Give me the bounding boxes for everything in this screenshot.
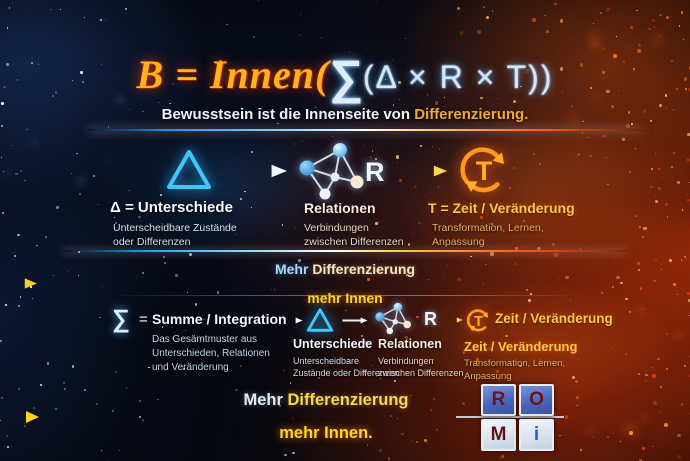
gradient-divider-top [88, 129, 644, 131]
relation-network-icon [375, 302, 411, 335]
triangle-delta-icon [167, 150, 211, 189]
formula-gold-part: B = Innen( [136, 52, 330, 97]
relation-letter: R [424, 309, 437, 329]
triangle-delta-icon [306, 308, 334, 332]
cycle-letter: T [474, 314, 483, 330]
romi-logo: R O M i [481, 384, 554, 451]
band2-lead: Mehr [243, 391, 283, 409]
arrow-right-icon [398, 165, 448, 177]
arrow-right-icon [230, 164, 288, 178]
logo-tile-m: M [481, 419, 516, 451]
row2-inline-zeit-label: Zeit / Veränderung [495, 311, 613, 326]
band1-mid: Differenzierung [312, 261, 416, 277]
row2-desc-zeit: Transformation, Lernen, Anpassung [464, 358, 566, 383]
row2-title: Summe / Integration [152, 311, 287, 327]
arrow-right-icon [7, 278, 37, 289]
row2-label-zeit: Zeit / Veränderung [464, 339, 578, 354]
formula-blue-part: (Δ × R × T)) [362, 59, 554, 95]
arrow-right-icon [277, 317, 303, 324]
equals-sign: = [139, 311, 148, 328]
band2-mid: Differenzierung [287, 391, 409, 409]
band1-lead: Mehr [274, 261, 309, 277]
logo-tile-o: O [519, 384, 554, 416]
logo-tile-i: i [519, 419, 554, 451]
subtitle-plain: Bewusstsein ist die Innenseite von [161, 106, 415, 123]
faint-divider [112, 295, 578, 296]
row1-desc-unterschiede: Unterscheidbare Zustände oder Differenze… [113, 222, 237, 249]
row2-desc-relationen: Verbindungen zwischen Differenzen [378, 356, 464, 379]
formula-sigma: ∑ [329, 50, 363, 103]
row2-desc: Das Gesämtmuster aus Unterschieden, Rela… [152, 334, 270, 373]
time-cycle-icon: T [460, 147, 504, 193]
row1-label-unterschiede: Δ = Unterschiede [110, 199, 233, 216]
band-mehr-differenzierung-bottom: Mehr Differenzierung mehr Innen. [0, 391, 652, 443]
arrow-right-icon [441, 317, 463, 323]
time-cycle-icon: T [466, 309, 489, 332]
row2-label-relationen: Relationen [378, 337, 442, 351]
row1-desc-zeit: Transformation, Lernen, Anpassung [432, 222, 544, 249]
row1-label-zeit: T = Zeit / Veränderung [428, 200, 575, 216]
relation-letter: R [365, 157, 385, 187]
band1-tail: mehr Innen [307, 290, 383, 306]
sigma-symbol: ∑ [112, 305, 130, 333]
arrow-right-icon [342, 317, 368, 324]
arrow-right-icon [7, 411, 39, 423]
subtitle-accent: Differenzierung. [414, 106, 529, 123]
row2-label-unterschiede: Unterschiede [293, 337, 373, 351]
band-mehr-differenzierung: Mehr Differenzierung mehr Innen [0, 261, 690, 306]
row1-label-relationen: Relationen [304, 200, 376, 216]
main-formula: B = Innen(∑(Δ × R × T)) [0, 49, 690, 104]
band2-tail: mehr Innen. [279, 424, 373, 442]
gradient-divider-middle [62, 250, 628, 252]
logo-divider-line [456, 416, 564, 418]
cycle-letter: T [476, 156, 493, 186]
logo-tile-r: R [481, 384, 516, 416]
subtitle: Bewusstsein ist die Innenseite von Diffe… [0, 106, 690, 123]
row1-desc-relationen: Verbindungen zwischen Differenzen [304, 222, 404, 249]
row2-desc-unterschiede: Unterscheidbare Zustände oder Differenze… [293, 356, 400, 379]
relation-network-icon [299, 143, 364, 200]
